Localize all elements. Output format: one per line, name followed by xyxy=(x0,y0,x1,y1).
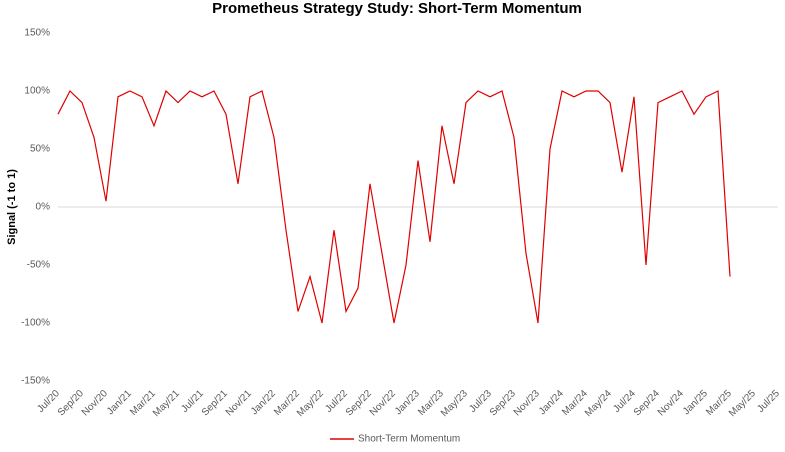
x-tick-label: Nov/23 xyxy=(512,388,542,418)
y-tick-label: -50% xyxy=(27,260,50,271)
y-tick-label: -150% xyxy=(21,376,50,387)
x-tick-label: Nov/20 xyxy=(80,388,110,418)
y-axis-label: Signal (-1 to 1) xyxy=(6,169,18,245)
line-series xyxy=(57,89,731,324)
y-tick-label: 0% xyxy=(36,202,51,213)
x-tick-label: Nov/21 xyxy=(224,388,254,418)
chart-title: Prometheus Strategy Study: Short-Term Mo… xyxy=(212,0,582,17)
x-tick-label: May/24 xyxy=(583,388,614,419)
x-tick-label: May/22 xyxy=(295,388,326,419)
x-tick-label: Jul/25 xyxy=(755,388,782,415)
x-tick-label: Nov/22 xyxy=(368,388,398,418)
y-tick-label: 50% xyxy=(30,144,50,155)
x-tick-label: May/25 xyxy=(727,388,758,419)
x-tick-label: May/21 xyxy=(151,388,182,419)
legend-label: Short-Term Momentum xyxy=(358,434,460,445)
x-tick-label: Nov/24 xyxy=(656,388,686,418)
y-tick-label: -100% xyxy=(21,318,50,329)
x-tick-label: May/23 xyxy=(439,388,470,419)
y-tick-label: 100% xyxy=(24,86,50,97)
y-tick-label: 150% xyxy=(24,28,50,39)
